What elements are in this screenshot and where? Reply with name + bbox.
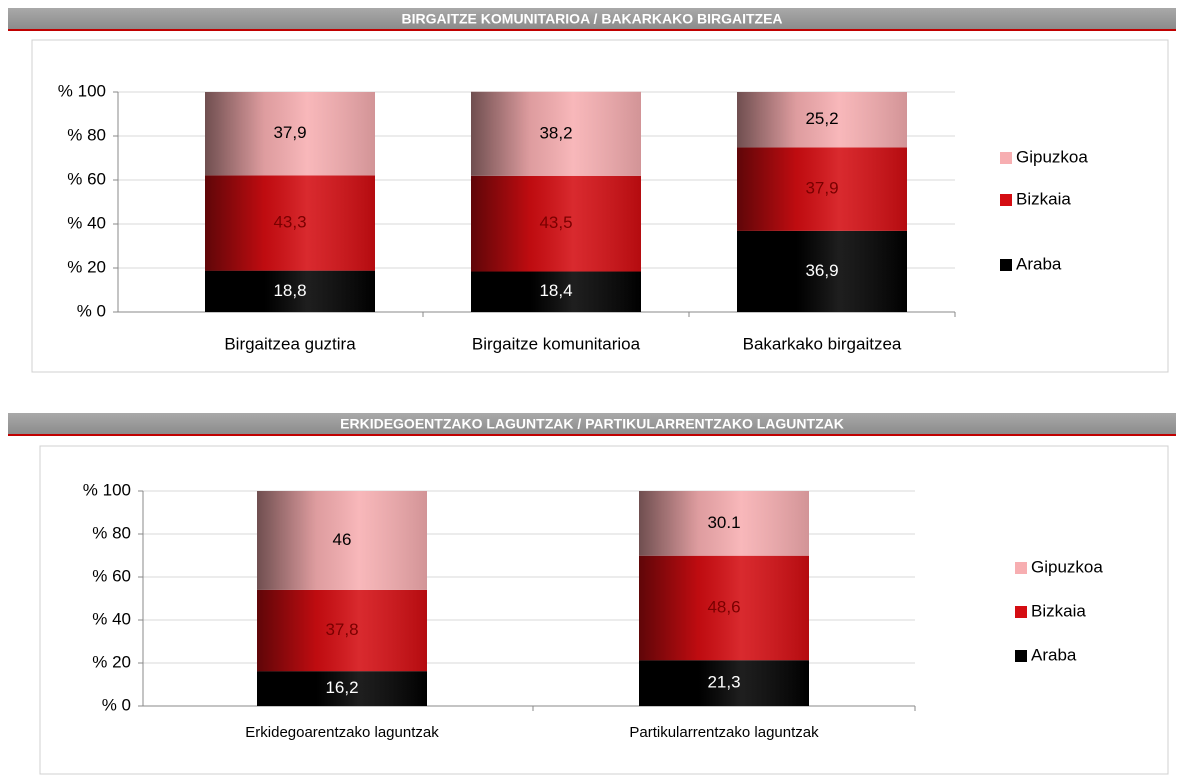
legend-label: Bizkaia [1031, 601, 1086, 620]
bar-shade [639, 555, 809, 661]
bar-shade [205, 175, 375, 271]
data-label: 37,9 [273, 123, 306, 142]
data-label: 48,6 [707, 597, 740, 616]
bar-shade [257, 589, 427, 672]
bar-shade [737, 92, 907, 148]
data-label: 37,9 [805, 179, 838, 198]
x-tick-label: Partikularrentzako laguntzak [629, 724, 819, 741]
legend-label: Gipuzkoa [1031, 557, 1103, 576]
header-bar [8, 413, 1176, 435]
data-label: 18,8 [273, 281, 306, 300]
bar-shade [471, 271, 641, 312]
legend-swatch [1000, 194, 1012, 206]
legend-swatch [1000, 152, 1012, 164]
legend-label: Araba [1031, 645, 1077, 664]
y-tick-label: % 100 [83, 480, 131, 499]
data-label: 43,3 [273, 212, 306, 231]
bar-shade [257, 491, 427, 590]
data-label: 38,2 [539, 123, 572, 142]
chart-frame [39, 445, 1169, 775]
bar-shade [737, 230, 907, 312]
y-tick-label: % 20 [92, 652, 131, 671]
data-label: 46 [333, 530, 352, 549]
data-label: 21,3 [707, 673, 740, 692]
legend-label: Araba [1016, 254, 1062, 273]
bar-shade [205, 270, 375, 312]
x-tick-label: Birgaitze komunitarioa [472, 334, 641, 353]
y-tick-label: % 0 [102, 695, 131, 714]
data-label: 36,9 [805, 261, 838, 280]
header-bar [8, 8, 1176, 30]
data-label: 18,4 [539, 281, 572, 300]
y-tick-label: % 40 [92, 609, 131, 628]
data-label: 30.1 [707, 513, 740, 532]
y-tick-label: % 40 [67, 213, 106, 232]
data-label: 43,5 [539, 213, 572, 232]
x-tick-label: Bakarkako birgaitzea [743, 334, 902, 353]
bar-shade [471, 91, 641, 176]
y-tick-label: % 100 [58, 81, 106, 100]
legend-label: Gipuzkoa [1016, 147, 1088, 166]
y-tick-label: % 60 [67, 169, 106, 188]
bar-shade [737, 147, 907, 231]
bar-shade [471, 175, 641, 272]
legend-swatch [1000, 259, 1012, 271]
chart-title: BIRGAITZE KOMUNITARIOA / BAKARKAKO BIRGA… [401, 11, 782, 27]
x-tick-label: Erkidegoarentzako laguntzak [245, 724, 439, 741]
y-tick-label: % 80 [92, 523, 131, 542]
y-tick-label: % 60 [92, 566, 131, 585]
bar-shade [639, 491, 809, 556]
legend-swatch [1015, 562, 1027, 574]
data-label: 16,2 [325, 678, 358, 697]
bar-shade [639, 660, 809, 706]
y-tick-label: % 0 [77, 301, 106, 320]
bar-shade [205, 92, 375, 176]
x-tick-label: Birgaitzea guztira [224, 334, 356, 353]
legend-swatch [1015, 606, 1027, 618]
chart-title: ERKIDEGOENTZAKO LAGUNTZAK / PARTIKULARRE… [340, 416, 844, 432]
data-label: 25,2 [805, 109, 838, 128]
bar-shade [257, 671, 427, 706]
legend-label: Bizkaia [1016, 189, 1071, 208]
legend-swatch [1015, 650, 1027, 662]
y-tick-label: % 20 [67, 257, 106, 276]
y-tick-label: % 80 [67, 125, 106, 144]
data-label: 37,8 [325, 620, 358, 639]
